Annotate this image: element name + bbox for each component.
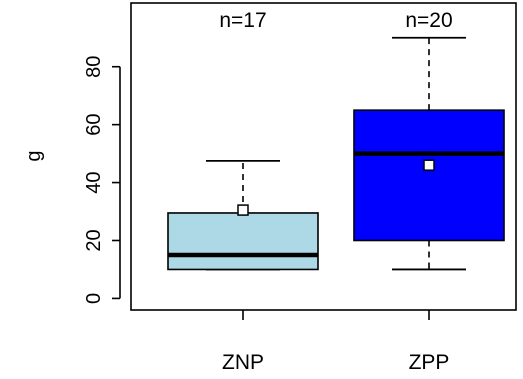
x-axis: ZNP ZPP	[222, 310, 449, 374]
y-tick-label: 0	[83, 293, 105, 304]
box-group	[167, 36, 505, 271]
n-label: n=17	[219, 9, 266, 32]
x-tick-label: ZNP	[222, 351, 264, 374]
y-axis: 0 20 40 60 80	[83, 56, 121, 304]
x-tick-label: ZPP	[409, 351, 450, 374]
sample-size-labels: n=17 n=20	[219, 9, 452, 32]
mean-marker	[423, 159, 435, 171]
box-iqr	[353, 109, 505, 242]
box-znp	[167, 159, 319, 271]
y-tick-label: 20	[83, 229, 105, 251]
box-iqr	[167, 212, 319, 271]
y-tick-label: 40	[83, 171, 105, 193]
y-axis-label: g	[23, 150, 45, 161]
n-label: n=20	[405, 9, 452, 32]
plot-frame	[130, 2, 517, 311]
mean-marker	[237, 204, 249, 216]
y-tick-label: 80	[83, 56, 105, 78]
y-tick-label: 60	[83, 114, 105, 136]
box-zpp	[353, 36, 505, 271]
